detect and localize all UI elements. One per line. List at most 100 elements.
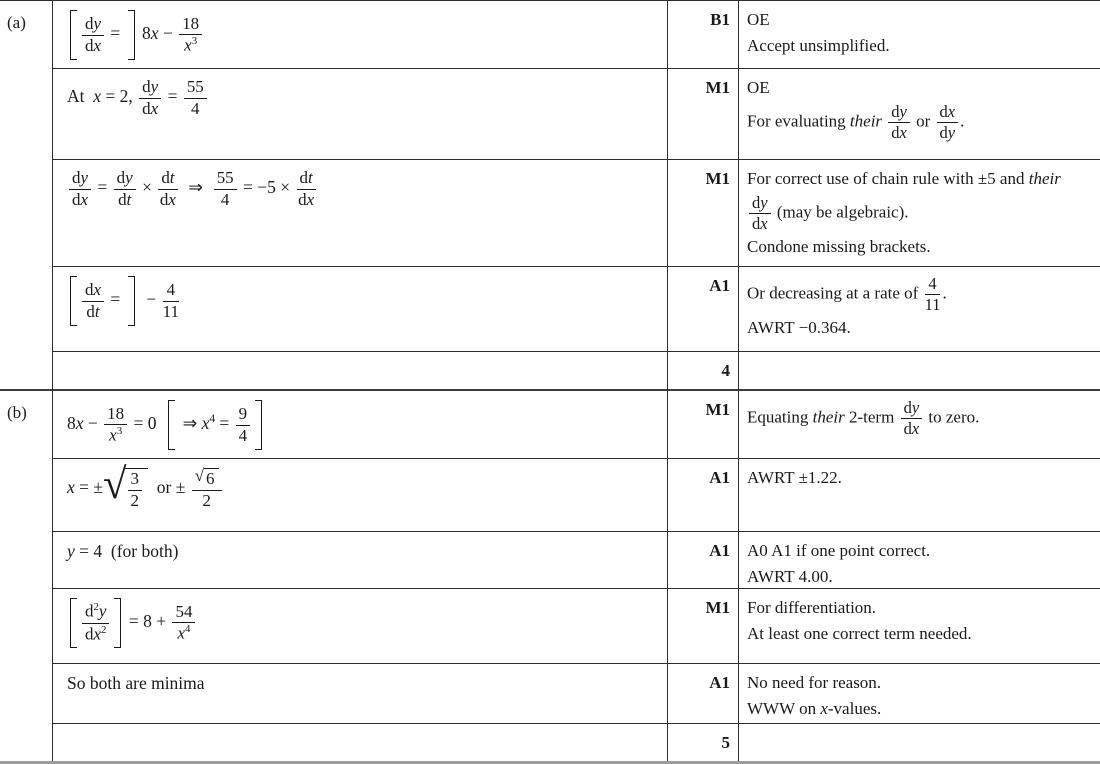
comment-line: WWW on x-values. xyxy=(747,698,1090,721)
mark-code-cell: A1 xyxy=(668,664,739,724)
comment-cell: No need for reason. WWW on x-values. xyxy=(739,664,1100,724)
math-text: d xyxy=(85,35,94,55)
math-variable: y xyxy=(80,168,89,187)
math-text: d xyxy=(752,214,761,234)
math-text: d xyxy=(903,398,912,417)
math-text: d xyxy=(85,601,94,621)
math-text: = 0 xyxy=(129,413,166,434)
math-text: A0 A1 if one point correct. xyxy=(747,541,931,560)
math-variable: x xyxy=(168,189,176,209)
math-expression: So both are minima xyxy=(67,673,661,694)
math-text: = xyxy=(93,177,112,198)
answer-working-cell: dy dx = 8x − 18 x3 xyxy=(53,1,668,69)
mark-code-cell: A1 xyxy=(668,532,739,589)
superscript: 2 xyxy=(93,601,99,614)
math-expression: x = ± √ 3 2 or ± √ 6 2 xyxy=(67,463,661,510)
square-bracket-left xyxy=(168,400,176,450)
superscript: 2 xyxy=(101,623,107,636)
math-text: So both are minima xyxy=(67,673,205,693)
fraction: dt dx xyxy=(295,168,318,209)
math-text: 11 xyxy=(924,295,941,315)
math-variable: t xyxy=(126,189,132,209)
math-expression: dy dx = dy dt × dt dx ⇒ 55 4 = −5 × dt dx xyxy=(67,168,661,209)
fraction: 18 x3 xyxy=(177,13,204,56)
fraction: 4 11 xyxy=(923,274,943,315)
math-variable: x xyxy=(150,98,159,118)
math-variable: y xyxy=(150,77,159,96)
mark-code-cell: A1 xyxy=(668,267,739,352)
fraction: dt dx xyxy=(156,168,179,209)
math-text: d xyxy=(85,624,94,644)
math-text: − xyxy=(83,413,103,434)
math-text: d xyxy=(903,419,912,439)
comment-cell: For correct use of chain rule with ±5 an… xyxy=(739,160,1100,267)
math-text: 4 xyxy=(220,189,230,209)
math-text: 55 xyxy=(216,168,234,187)
math-text: Accept unsimplified. xyxy=(747,35,890,55)
comment-line: For differentiation. xyxy=(747,597,1090,620)
fraction: dy dx xyxy=(137,77,163,118)
math-text: . xyxy=(960,111,965,131)
math-text: d xyxy=(939,123,948,143)
math-text: For correct use of chain rule with ±5 an… xyxy=(747,169,1029,188)
math-variable: y xyxy=(93,13,102,33)
math-expression: dx dt = − 4 11 xyxy=(67,276,661,326)
radical-sign: √ 6 xyxy=(195,467,219,489)
math-variable: y xyxy=(899,101,907,121)
comment-line: Equating their 2-term dy dx to zero. xyxy=(747,398,1090,439)
square-bracket-right xyxy=(127,10,135,60)
math-variable: t xyxy=(308,168,313,187)
math-variable: x xyxy=(93,86,102,107)
math-text: For evaluating xyxy=(747,111,850,131)
math-text: ⇒ xyxy=(178,413,202,434)
fraction: d2y dx2 xyxy=(80,601,111,644)
math-text: At least one correct term needed. xyxy=(747,623,972,643)
fraction: 54 x4 xyxy=(170,602,197,644)
math-text: 8 xyxy=(67,413,76,434)
math-text: to zero. xyxy=(924,407,980,427)
answer-working-cell: y = 4 (for both) xyxy=(53,532,668,589)
math-text: 4 xyxy=(238,425,248,445)
math-text: d xyxy=(85,279,94,299)
comment-line: Or decreasing at a rate of 4 11. xyxy=(747,274,1090,315)
math-text: d xyxy=(159,189,169,209)
math-variable: x xyxy=(760,214,768,234)
math-text: = 8 + xyxy=(124,611,171,632)
math-text: d xyxy=(72,189,81,209)
comment-line: Accept unsimplified. xyxy=(747,35,1090,58)
math-variable: y xyxy=(125,168,133,187)
math-text: 2 xyxy=(202,490,211,510)
math-text: (may be algebraic). xyxy=(772,202,909,222)
math-variable: y xyxy=(67,541,75,561)
math-text: 4 xyxy=(191,98,200,118)
math-variable: y xyxy=(98,601,107,621)
mark-code-cell: M1 xyxy=(668,589,739,664)
comment-line: At least one correct term needed. xyxy=(747,623,1090,646)
math-text: d xyxy=(161,168,170,187)
mark-code-cell: B1 xyxy=(668,1,739,69)
math-variable: x xyxy=(177,623,185,643)
math-variable: x xyxy=(93,35,102,55)
fraction: dy dt xyxy=(112,168,138,209)
comment-line: No need for reason. xyxy=(747,672,1090,695)
answer-working-cell: x = ± √ 3 2 or ± √ 6 2 xyxy=(53,459,668,532)
math-text: No need for reason. xyxy=(747,673,882,692)
math-text: d xyxy=(118,189,127,209)
square-bracket-left xyxy=(70,276,77,326)
empty-answer-cell xyxy=(53,724,668,761)
comment-cell: Or decreasing at a rate of 4 11. AWRT −0.3… xyxy=(739,267,1100,352)
math-text: 18 xyxy=(182,13,200,33)
empty-comment-cell xyxy=(739,724,1100,761)
square-bracket-left xyxy=(70,10,77,60)
math-variable: x xyxy=(947,101,956,121)
math-text: = xyxy=(163,86,182,107)
square-bracket-right xyxy=(114,598,122,648)
comment-line: dy dx (may be algebraic). xyxy=(747,193,1090,234)
math-variable: y xyxy=(947,123,956,143)
math-variable: x xyxy=(201,413,210,434)
math-variable: x xyxy=(899,123,907,143)
superscript: 3 xyxy=(191,35,198,48)
